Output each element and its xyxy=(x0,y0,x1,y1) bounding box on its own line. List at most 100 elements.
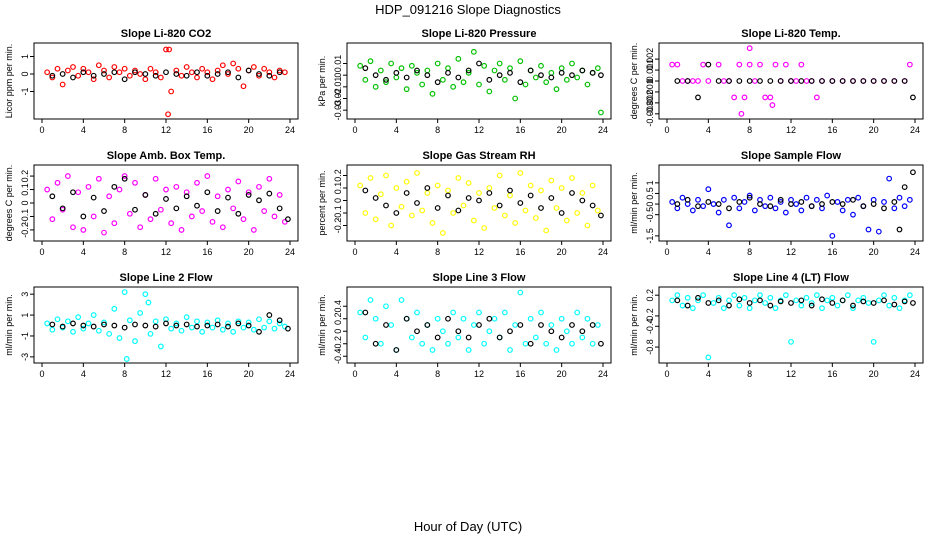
data-point-all xyxy=(85,69,92,76)
x-tick-label: 4 xyxy=(81,247,86,257)
x-tick-label: 4 xyxy=(81,125,86,135)
data-point-all xyxy=(679,194,686,201)
data-point-all xyxy=(419,340,426,347)
data-point-selected xyxy=(476,197,482,204)
data-point-selected xyxy=(245,192,252,198)
data-point-all xyxy=(569,340,575,347)
data-point-all xyxy=(829,294,836,301)
y-tick-label: -0.8 xyxy=(645,339,655,355)
data-point-all xyxy=(669,199,676,205)
data-point-selected xyxy=(819,201,825,207)
data-point-selected xyxy=(111,322,118,329)
data-point-all xyxy=(188,213,195,220)
data-point-all xyxy=(445,65,451,72)
data-point-all xyxy=(689,78,696,84)
data-point-all xyxy=(460,315,467,322)
data-point-selected xyxy=(517,322,524,328)
data-point-selected xyxy=(256,197,262,204)
data-point-all xyxy=(408,212,415,219)
data-point-selected xyxy=(767,302,774,309)
x-tick-label: 0 xyxy=(39,247,44,257)
data-point-all xyxy=(574,74,581,81)
data-point-all xyxy=(166,46,173,53)
data-point-selected xyxy=(589,69,596,76)
data-point-selected xyxy=(839,201,846,207)
x-tick-label: 0 xyxy=(352,369,357,379)
x-tick-label: 0 xyxy=(664,247,669,257)
figure-title: HDP_091216 Slope Diagnostics xyxy=(375,2,561,17)
data-point-selected xyxy=(403,315,410,322)
data-point-all xyxy=(240,83,247,90)
data-point-all xyxy=(276,192,283,198)
data-point-all xyxy=(256,316,262,323)
data-point-all xyxy=(219,224,226,231)
data-point-selected xyxy=(715,201,722,207)
data-point-all xyxy=(367,175,374,181)
data-point-all xyxy=(501,76,508,83)
data-point-selected xyxy=(194,323,200,330)
y-tick-label: -0.4 xyxy=(333,348,343,364)
data-point-all xyxy=(507,65,513,72)
chart-title: Slope Sample Flow xyxy=(741,150,842,162)
data-point-all xyxy=(235,318,242,325)
data-point-all xyxy=(700,292,707,299)
data-point-all xyxy=(705,186,712,193)
data-point-all xyxy=(271,74,278,81)
data-points xyxy=(669,169,916,239)
data-point-selected xyxy=(517,200,524,206)
data-point-all xyxy=(147,216,154,223)
data-point-all xyxy=(219,62,226,69)
plot-frame xyxy=(658,164,924,242)
y-tick-label: -0.002 xyxy=(645,90,655,116)
y-axis-label: degrees C per min. xyxy=(4,165,14,242)
data-point-all xyxy=(199,208,206,214)
chart-slope-line-2-flow: Slope Line 2 Flow 0 4 8 12 16 20 24 -3 -1 1 3 ml/min… xyxy=(4,272,299,379)
data-point-selected xyxy=(414,200,420,206)
data-point-selected xyxy=(90,72,97,79)
data-point-selected xyxy=(569,190,575,196)
data-point-all xyxy=(695,78,701,84)
chart-slope-line-3-flow: Slope Line 3 Flow 0 4 8 12 16 20 24 -0.4-0.2 0 0.2… xyxy=(317,272,612,379)
x-tick-label: 20 xyxy=(557,369,567,379)
data-point-all xyxy=(881,199,887,205)
data-point-all xyxy=(214,67,221,74)
data-point-all xyxy=(844,292,851,299)
data-point-all xyxy=(414,170,420,176)
data-point-selected xyxy=(235,210,242,217)
data-point-selected xyxy=(276,317,283,324)
y-tick-label: -0.2 xyxy=(645,308,655,324)
data-point-all xyxy=(424,190,431,196)
data-point-all xyxy=(157,343,164,350)
data-point-all xyxy=(199,328,206,335)
data-point-all xyxy=(271,325,278,332)
data-point-all xyxy=(106,193,113,200)
data-point-all xyxy=(584,81,591,88)
plot-frame xyxy=(33,42,299,120)
data-point-selected xyxy=(829,199,836,205)
data-point-selected xyxy=(870,201,877,207)
data-point-all xyxy=(517,170,524,176)
data-point-all xyxy=(741,94,748,101)
data-point-all xyxy=(751,207,758,214)
data-point-selected xyxy=(589,202,596,209)
y-tick-label: -0.2 xyxy=(20,222,30,238)
data-point-all xyxy=(512,220,519,226)
data-point-selected xyxy=(111,183,118,190)
data-point-selected xyxy=(808,78,815,84)
data-point-selected xyxy=(829,300,836,306)
data-point-all xyxy=(579,190,586,196)
y-axis-label: percent per min. xyxy=(317,170,327,235)
data-point-selected xyxy=(204,322,211,329)
data-point-all xyxy=(230,60,237,67)
data-point-selected xyxy=(101,208,107,214)
data-point-all xyxy=(173,320,180,327)
data-point-selected xyxy=(393,347,400,353)
data-point-all xyxy=(762,94,769,101)
data-point-all xyxy=(834,199,841,205)
data-point-selected xyxy=(132,321,138,328)
data-point-selected xyxy=(808,302,815,309)
data-point-all xyxy=(491,67,498,74)
y-tick-label: -0.4 xyxy=(645,319,655,335)
data-point-all xyxy=(850,211,856,218)
data-point-all xyxy=(434,315,441,322)
